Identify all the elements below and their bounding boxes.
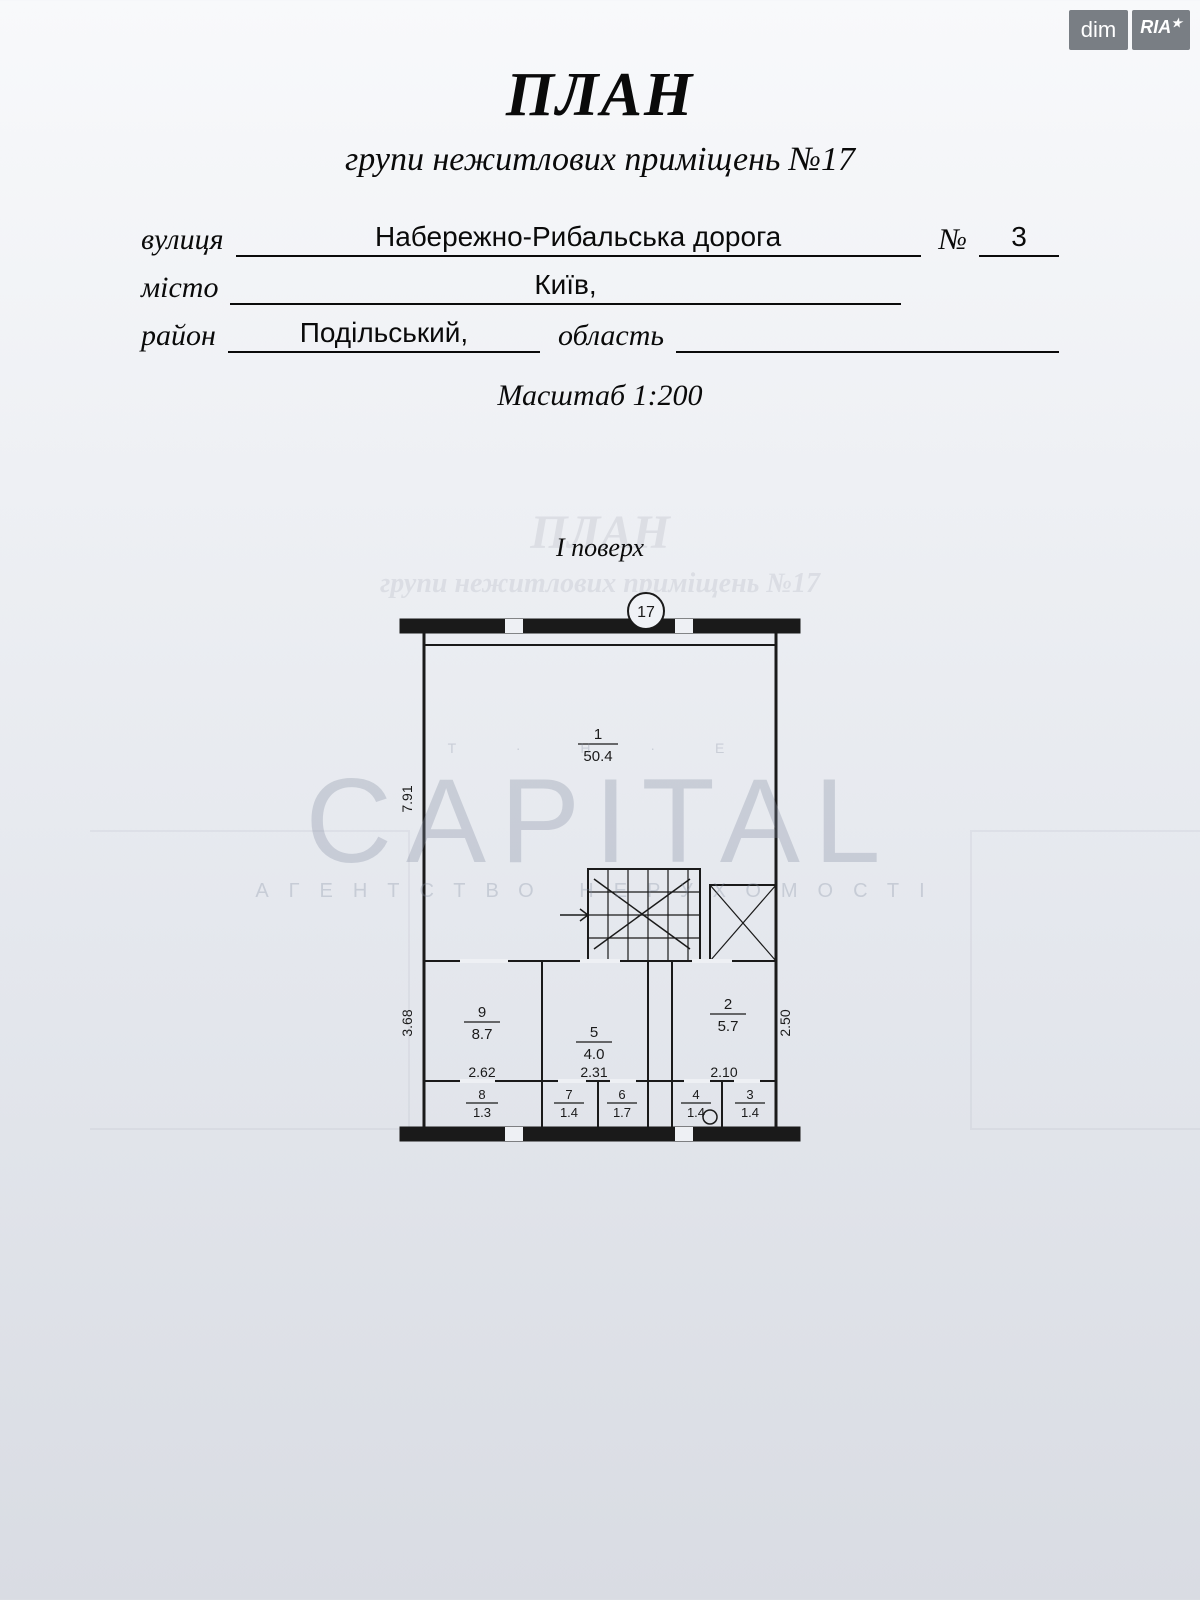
dim-right-mid: 2.50 <box>777 1009 793 1036</box>
dim-bottom-2: 2.31 <box>580 1064 607 1080</box>
region-label: область <box>558 319 676 353</box>
room2-area: 5.7 <box>718 1018 739 1035</box>
dim-badge: dim <box>1069 10 1128 50</box>
scale-label: Масштаб 1:200 <box>90 379 1110 413</box>
room3-area: 1.4 <box>741 1105 759 1120</box>
district-label: район <box>141 319 228 353</box>
ria-badge: RIA★ <box>1132 10 1190 50</box>
room2-num: 2 <box>724 996 732 1013</box>
wall-top-slab <box>400 619 800 633</box>
street-label: вулиця <box>141 223 236 257</box>
doc-subtitle: групи нежитлових приміщень №17 <box>90 141 1110 179</box>
unit-number: 17 <box>637 604 655 621</box>
room5-num: 5 <box>590 1024 598 1041</box>
dim-left-top: 7.91 <box>399 785 415 812</box>
room8-area: 1.3 <box>473 1105 491 1120</box>
fixture-icon <box>703 1110 717 1124</box>
street-value: Набережно-Рибальська дорога <box>236 221 921 257</box>
room8-num: 8 <box>478 1087 485 1102</box>
address-block: вулиця Набережно-Рибальська дорога № 3 м… <box>141 221 1059 353</box>
address-row-district: район Подільський, область <box>141 317 1059 353</box>
floor-label: І поверх <box>90 533 1110 563</box>
city-label: місто <box>141 271 230 305</box>
address-row-street: вулиця Набережно-Рибальська дорога № 3 <box>141 221 1059 257</box>
number-label: № <box>939 223 979 257</box>
city-value: Київ, <box>230 269 900 305</box>
wall-bottom-slab <box>400 1127 800 1141</box>
room5-area: 4.0 <box>584 1046 605 1063</box>
room4-area: 1.4 <box>687 1105 705 1120</box>
address-row-city: місто Київ, <box>141 269 1059 305</box>
star-icon: ★ <box>1171 16 1182 30</box>
floorplan-container: 17 1 50.4 9 8.7 5 4.0 2 5.7 8 <box>90 589 1110 1169</box>
room9-num: 9 <box>478 1004 486 1021</box>
room6-num: 6 <box>618 1087 625 1102</box>
room9-area: 8.7 <box>472 1026 493 1043</box>
region-value <box>676 349 1059 353</box>
dim-bottom-1: 2.62 <box>468 1064 495 1080</box>
room1-area: 50.4 <box>583 748 612 765</box>
room4-num: 4 <box>692 1087 699 1102</box>
number-value: 3 <box>979 221 1059 257</box>
room6-area: 1.7 <box>613 1105 631 1120</box>
ria-text: RIA <box>1140 17 1171 37</box>
dim-left-bottom: 3.68 <box>399 1009 415 1036</box>
document-page: ПЛАН групи нежитлових приміщень №17 вули… <box>0 0 1200 1600</box>
floorplan-svg: 17 1 50.4 9 8.7 5 4.0 2 5.7 8 <box>340 589 860 1169</box>
watermark-dim-ria: dim RIA★ <box>1069 10 1190 50</box>
district-value: Подільський, <box>228 317 540 353</box>
dim-bottom-3: 2.10 <box>710 1064 737 1080</box>
doc-title: ПЛАН <box>90 60 1110 131</box>
room7-num: 7 <box>565 1087 572 1102</box>
room1-num: 1 <box>594 726 602 743</box>
room7-area: 1.4 <box>560 1105 578 1120</box>
room3-num: 3 <box>746 1087 753 1102</box>
